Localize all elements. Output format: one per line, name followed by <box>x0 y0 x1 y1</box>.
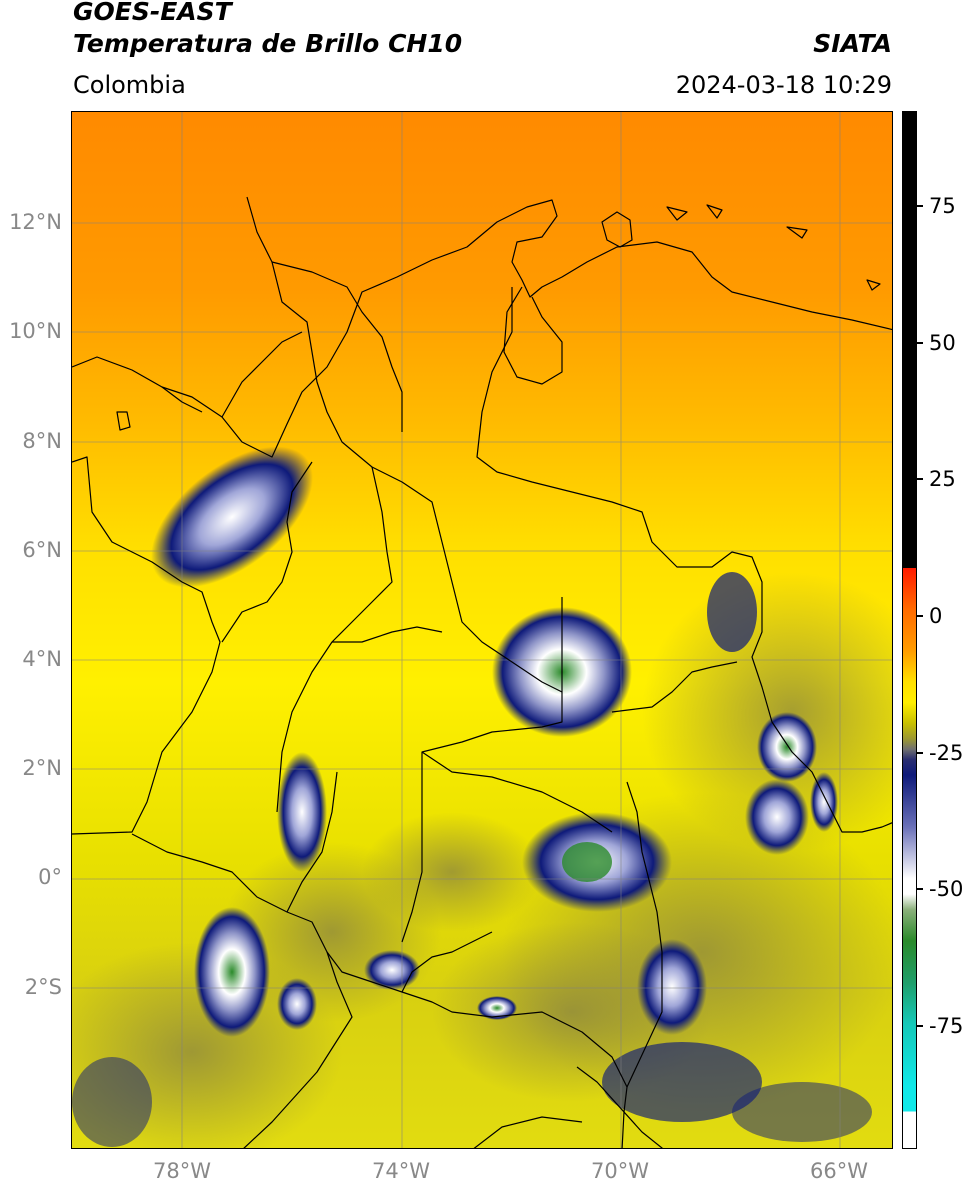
lat-label-10n: 10°N <box>9 319 62 343</box>
colorbar-label-minus50: -50 <box>929 877 964 901</box>
colorbar-label-25: 25 <box>929 467 956 491</box>
satellite-title: GOES-EAST <box>73 0 232 26</box>
colorbar <box>902 111 917 1149</box>
storm-cells <box>72 446 872 1147</box>
colorbar-tick <box>917 752 923 754</box>
lon-label-74w: 74°W <box>372 1159 430 1183</box>
lat-label-2s: 2°S <box>24 975 62 999</box>
colorbar-tick <box>917 888 923 890</box>
lon-label-70w: 70°W <box>591 1159 649 1183</box>
colorbar-tick <box>917 1025 923 1027</box>
colorbar-tick <box>917 478 923 480</box>
lon-label-66w: 66°W <box>810 1159 868 1183</box>
colorbar-tick <box>917 615 923 617</box>
lat-label-8n: 8°N <box>22 429 62 453</box>
coastline-borders <box>72 196 892 1148</box>
colorbar-label-minus25: -25 <box>929 741 964 765</box>
product-title: Temperatura de Brillo CH10 <box>73 29 463 58</box>
lat-label-0: 0° <box>38 865 62 889</box>
lon-label-78w: 78°W <box>153 1159 211 1183</box>
lat-label-12n: 12°N <box>9 210 62 234</box>
colorbar-label-50: 50 <box>929 331 956 355</box>
colorbar-tick <box>917 342 923 344</box>
lat-label-6n: 6°N <box>22 538 62 562</box>
colorbar-tick <box>917 205 923 207</box>
region-label: Colombia <box>73 71 186 99</box>
colorbar-label-75: 75 <box>929 194 956 218</box>
lat-label-2n: 2°N <box>22 756 62 780</box>
brand-label: SIATA <box>813 29 892 58</box>
graticule <box>72 112 892 1148</box>
satellite-map[interactable] <box>71 111 893 1149</box>
timestamp-label: 2024-03-18 10:29 <box>675 71 892 99</box>
lat-label-4n: 4°N <box>22 647 62 671</box>
colorbar-label-minus75: -75 <box>929 1014 964 1038</box>
colorbar-label-0: 0 <box>929 604 943 628</box>
